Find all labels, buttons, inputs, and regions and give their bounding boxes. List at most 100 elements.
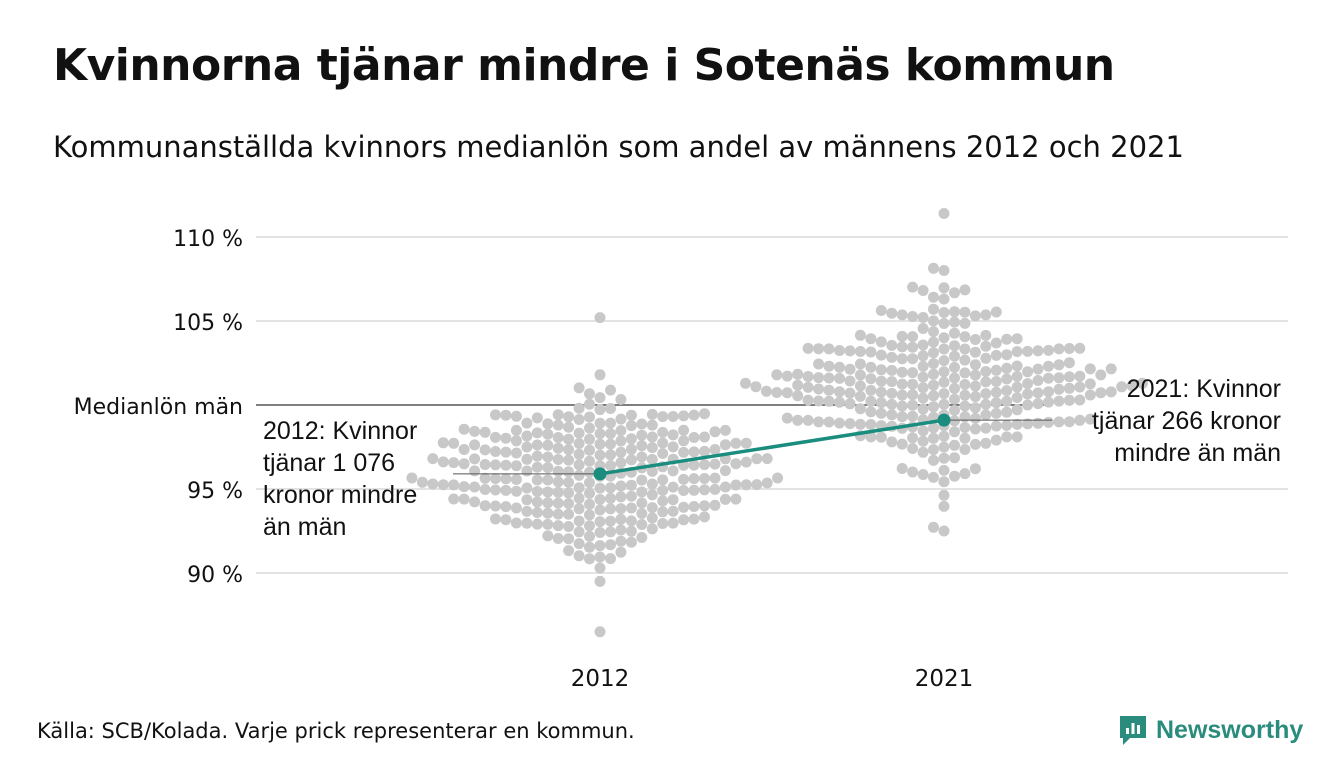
municipality-dot bbox=[865, 361, 877, 373]
municipality-dot bbox=[959, 422, 971, 433]
municipality-dot bbox=[1022, 399, 1034, 411]
newsworthy-logo-icon bbox=[1120, 716, 1146, 745]
municipality-dot bbox=[500, 432, 512, 444]
municipality-dot bbox=[1063, 416, 1075, 428]
municipality-dot bbox=[437, 437, 449, 449]
municipality-dot bbox=[907, 399, 919, 411]
municipality-dot bbox=[761, 453, 773, 465]
municipality-dot bbox=[542, 474, 554, 486]
municipality-dot bbox=[594, 369, 606, 381]
municipality-dot bbox=[500, 473, 512, 485]
municipality-dot bbox=[427, 478, 439, 490]
municipality-dot bbox=[448, 457, 460, 469]
municipality-dot bbox=[854, 329, 866, 341]
municipality-dot bbox=[719, 424, 731, 436]
municipality-dot bbox=[781, 370, 793, 382]
municipality-dot bbox=[646, 431, 658, 443]
municipality-dot bbox=[938, 366, 950, 378]
municipality-dot bbox=[844, 345, 856, 357]
municipality-dot bbox=[740, 437, 752, 449]
municipality-dot bbox=[980, 376, 992, 388]
municipality-dot bbox=[928, 379, 939, 391]
municipality-dot bbox=[896, 438, 908, 450]
municipality-dot bbox=[594, 527, 606, 538]
municipality-dot bbox=[907, 466, 919, 478]
municipality-dot bbox=[938, 282, 950, 294]
municipality-dot bbox=[573, 448, 585, 460]
municipality-dot bbox=[1095, 387, 1107, 399]
municipality-dot bbox=[636, 486, 648, 498]
municipality-dot bbox=[709, 483, 721, 495]
municipality-dot bbox=[542, 439, 554, 451]
municipality-dot bbox=[521, 482, 533, 494]
municipality-dot bbox=[959, 306, 971, 318]
municipality-dot bbox=[969, 423, 981, 435]
municipality-dot bbox=[917, 312, 929, 323]
municipality-dot bbox=[667, 429, 679, 441]
municipality-dot bbox=[928, 454, 939, 466]
municipality-dot bbox=[657, 495, 669, 507]
municipality-dot bbox=[1001, 419, 1013, 431]
municipality-dot bbox=[521, 417, 533, 429]
municipality-dot bbox=[886, 351, 898, 363]
municipality-dot bbox=[719, 481, 731, 493]
municipality-dot bbox=[510, 474, 522, 485]
municipality-dot bbox=[542, 486, 554, 498]
municipality-dot bbox=[615, 513, 627, 525]
municipality-dot bbox=[678, 501, 690, 513]
municipality-dot bbox=[834, 372, 845, 384]
municipality-dot bbox=[1043, 360, 1054, 372]
municipality-dot bbox=[969, 380, 981, 392]
municipality-dot bbox=[854, 346, 866, 357]
municipality-dot bbox=[573, 438, 585, 449]
municipality-dot bbox=[969, 369, 981, 381]
municipality-dot bbox=[699, 408, 710, 420]
municipality-dot bbox=[1032, 398, 1044, 410]
municipality-dot bbox=[949, 383, 960, 394]
municipality-dot bbox=[573, 402, 585, 414]
municipality-dot bbox=[510, 485, 522, 497]
municipality-dot bbox=[636, 440, 648, 452]
municipality-dot bbox=[865, 406, 877, 418]
municipality-dot bbox=[949, 404, 960, 416]
municipality-dot bbox=[469, 481, 481, 493]
municipality-dot bbox=[709, 499, 721, 511]
municipality-dot bbox=[500, 501, 512, 513]
municipality-dot bbox=[657, 437, 669, 449]
municipality-dot bbox=[479, 426, 491, 438]
municipality-dot bbox=[573, 492, 585, 504]
municipality-dot bbox=[1022, 388, 1034, 400]
municipality-dot bbox=[980, 340, 992, 352]
municipality-dot bbox=[1032, 417, 1044, 429]
municipality-dot bbox=[552, 497, 564, 509]
municipality-dot bbox=[907, 443, 919, 454]
brand-logo[interactable]: Newsworthy bbox=[1118, 713, 1303, 747]
municipality-dot bbox=[615, 491, 627, 503]
municipality-dot bbox=[573, 382, 585, 394]
municipality-dot bbox=[781, 412, 793, 424]
municipality-dot bbox=[949, 287, 960, 299]
municipality-dot bbox=[584, 455, 595, 467]
municipality-dot bbox=[1001, 385, 1013, 397]
municipality-dot bbox=[552, 454, 564, 465]
municipality-dot bbox=[657, 506, 669, 518]
municipality-dot bbox=[1063, 371, 1075, 383]
municipality-dot bbox=[949, 439, 960, 451]
municipality-dot bbox=[563, 466, 575, 478]
municipality-dot bbox=[563, 411, 575, 423]
municipality-dot bbox=[928, 291, 939, 303]
municipality-dot bbox=[521, 494, 533, 506]
highlight-point-2021 bbox=[937, 413, 951, 427]
municipality-dot bbox=[969, 391, 981, 403]
municipality-dot bbox=[959, 343, 971, 355]
municipality-dot bbox=[646, 465, 658, 477]
municipality-dot bbox=[531, 412, 543, 424]
x-tick-label: 2012 bbox=[571, 666, 630, 692]
municipality-dot bbox=[875, 375, 887, 387]
municipality-dot bbox=[605, 515, 616, 527]
municipality-dot bbox=[1032, 387, 1044, 399]
municipality-dot bbox=[886, 339, 898, 351]
municipality-dot bbox=[928, 303, 939, 315]
municipality-dot bbox=[938, 525, 950, 537]
municipality-dot bbox=[469, 439, 481, 451]
